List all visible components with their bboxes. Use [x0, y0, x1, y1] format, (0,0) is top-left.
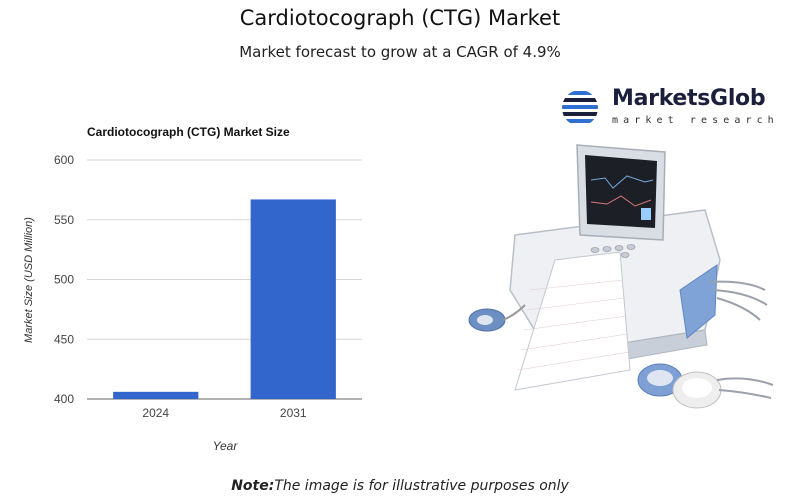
page-title: Cardiotocograph (CTG) Market: [239, 6, 561, 30]
x-tick-label: 2024: [142, 406, 169, 420]
bar-2031: [250, 199, 336, 399]
bar-2024: [113, 391, 199, 399]
chart-x-axis: 2024 2031: [142, 406, 307, 420]
y-axis-label: Market Size (USD Million): [23, 217, 35, 343]
y-tick-label: 550: [54, 213, 74, 227]
x-axis-label: Year: [213, 439, 239, 453]
globe-stripes-icon: [562, 91, 598, 123]
page-subtitle: Market forecast to grow at a CAGR of 4.9…: [239, 43, 561, 61]
illustrative-note: Note:The image is for illustrative purpo…: [0, 478, 800, 494]
note-text: The image is for illustrative purposes o…: [274, 478, 569, 494]
y-tick-label: 600: [54, 153, 74, 167]
chart-bars: [113, 199, 336, 399]
x-tick-label: 2031: [280, 406, 307, 420]
y-tick-label: 500: [54, 273, 74, 287]
brand-tagline: market research: [612, 115, 779, 126]
note-label: Note:: [231, 478, 275, 494]
brand-logo: MarketsGlob market research: [560, 86, 796, 132]
y-tick-label: 400: [54, 392, 74, 406]
y-tick-label: 450: [54, 332, 74, 346]
market-size-chart: Cardiotocograph (CTG) Market Size 400 450…: [23, 125, 362, 453]
brand-name: MarketsGlob: [612, 86, 766, 111]
cardiotocograph-machine-icon: [468, 144, 774, 409]
chart-y-axis: 400 450 500 550 600: [54, 153, 74, 406]
chart-title: Cardiotocograph (CTG) Market Size: [87, 125, 290, 139]
